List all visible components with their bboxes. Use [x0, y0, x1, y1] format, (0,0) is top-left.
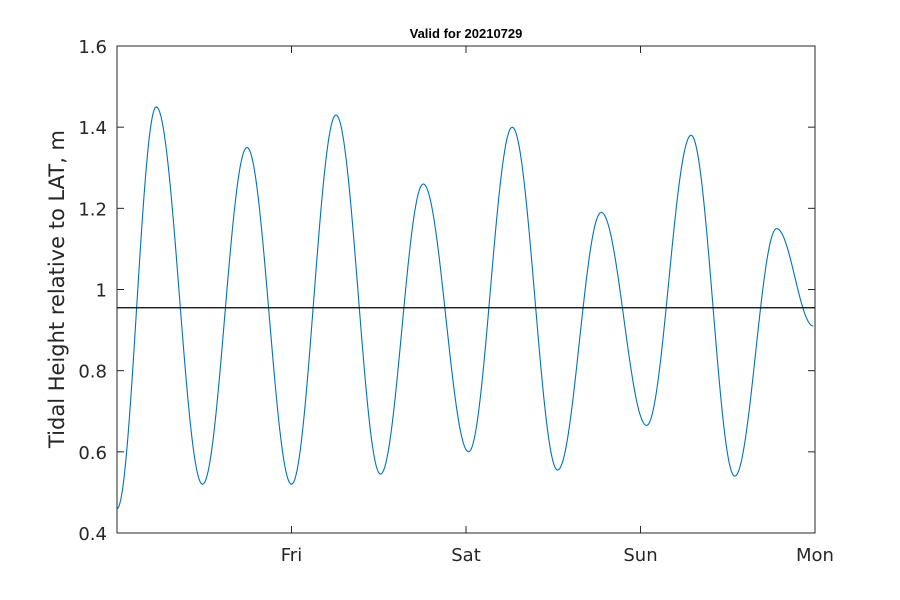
- y-tick-label: 0.4: [78, 524, 107, 545]
- chart-title: Valid for 20210729: [410, 26, 523, 41]
- y-tick-label: 1: [96, 281, 107, 302]
- y-tick-label: 0.6: [78, 443, 107, 464]
- y-axis-label: Tidal Height relative to LAT, m: [45, 130, 69, 449]
- x-tick-label: Fri: [281, 545, 302, 566]
- y-tick-label: 1.6: [78, 37, 107, 58]
- axis-ticks: 0.4 0.6 0.8 1 1.2 1.4 1.6 Fri Sat Sun Mon: [78, 37, 834, 566]
- y-tick-label: 1.4: [78, 118, 107, 139]
- x-tick-label: Sat: [451, 545, 481, 566]
- plot-area: [116, 45, 816, 534]
- y-tick-label: 1.2: [78, 199, 107, 220]
- axes-background: [117, 46, 815, 533]
- y-tick-label: 0.8: [78, 362, 107, 383]
- tidal-height-line: [116, 106, 814, 510]
- x-tick-label: Sun: [623, 545, 657, 566]
- x-tick-label: Mon: [796, 545, 834, 566]
